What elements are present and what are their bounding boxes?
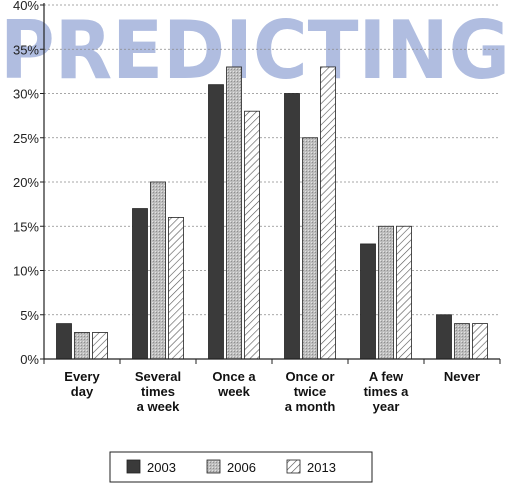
x-category-label: a month (285, 399, 336, 414)
x-category-label: times (141, 384, 175, 399)
y-tick-labels: 0% 5% 10% 15% 20% 25% 30% 35% 40% (13, 0, 39, 367)
bar-2006-4 (378, 225, 394, 360)
y-tick-label: 10% (13, 264, 39, 279)
bar-2013-2 (244, 110, 260, 360)
x-category-label: a week (137, 399, 180, 414)
bar-2013-4 (396, 225, 412, 360)
bar-2003-1 (132, 208, 148, 360)
bar-2013-1 (168, 216, 184, 360)
y-tick-label: 5% (20, 308, 39, 323)
y-tick-label: 30% (13, 87, 39, 102)
bar-2003-5 (436, 314, 452, 360)
axes (40, 3, 501, 364)
x-category-label: year (373, 399, 400, 414)
y-tick-label: 35% (13, 42, 39, 57)
bar-2013-5 (472, 323, 488, 360)
legend-label-2003: 2003 (147, 460, 176, 475)
x-category-label: Never (444, 369, 480, 384)
legend-label-2013: 2013 (307, 460, 336, 475)
y-tick-label: 15% (13, 219, 39, 234)
gridlines (44, 4, 500, 316)
bar-2003-0 (56, 323, 72, 360)
y-tick-label: 25% (13, 131, 39, 146)
bars (56, 66, 488, 360)
x-category-label: times a (364, 384, 410, 399)
x-category-label: Every (64, 369, 100, 384)
y-tick-label: 40% (13, 0, 39, 13)
x-category-label: Several (135, 369, 181, 384)
legend-swatch-2003 (126, 459, 141, 474)
x-category-label: Once a (212, 369, 256, 384)
y-tick-label: 0% (20, 352, 39, 367)
bar-2003-2 (208, 84, 224, 360)
legend-box (109, 451, 373, 483)
bar-2006-2 (226, 66, 242, 360)
bar-2006-1 (150, 181, 166, 360)
bar-2006-3 (302, 137, 318, 360)
x-category-label: week (217, 384, 251, 399)
bar-2006-5 (454, 323, 470, 360)
bar-2003-3 (284, 93, 300, 360)
bar-2013-0 (92, 332, 108, 360)
y-tick-label: 20% (13, 175, 39, 190)
legend: 2003 2006 2013 (109, 451, 373, 483)
x-category-label: day (71, 384, 94, 399)
bar-2013-3 (320, 66, 336, 360)
legend-label-2006: 2006 (227, 460, 256, 475)
legend-swatch-2013 (286, 459, 301, 474)
legend-swatch-2006 (206, 459, 221, 474)
bar-2006-0 (74, 332, 90, 360)
x-category-label: Once or (285, 369, 334, 384)
watermark: PREDICTING (0, 4, 510, 97)
watermark-text: PREDICTING (0, 4, 510, 97)
x-category-label: A few (369, 369, 404, 384)
bar-2003-4 (360, 243, 376, 360)
x-category-label: twice (294, 384, 327, 399)
